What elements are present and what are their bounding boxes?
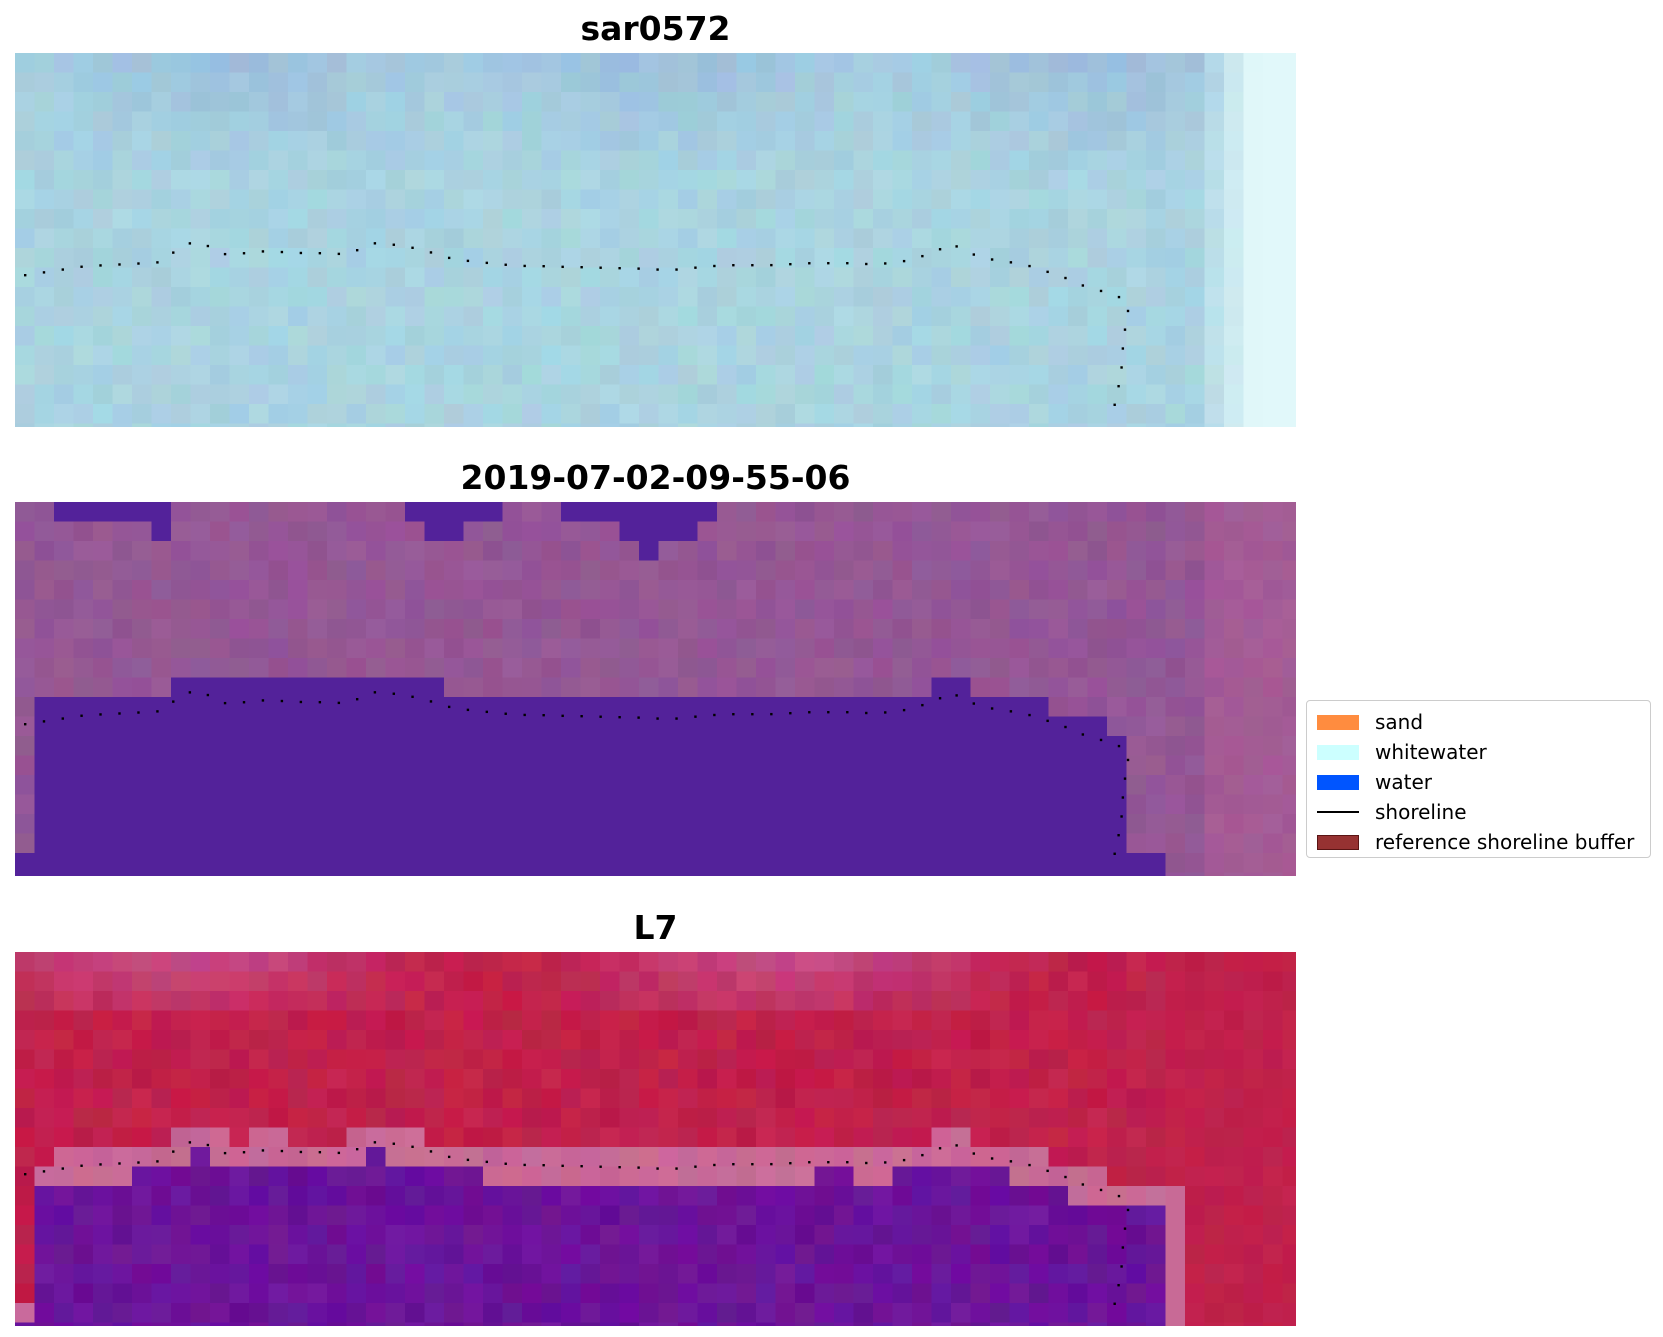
panel-title-date: 2019-07-02-09-55-06	[460, 458, 851, 497]
legend-swatch-sand	[1317, 714, 1359, 730]
rgb-image-panel	[15, 53, 1296, 427]
shoreline-points	[24, 1141, 1130, 1305]
legend-item-shoreline: shoreline	[1315, 797, 1642, 827]
legend-label-shoreline: shoreline	[1375, 800, 1467, 824]
legend: sand whitewater water shoreline referenc…	[1306, 700, 1651, 858]
classified-image-panel	[15, 502, 1296, 876]
legend-item-water: water	[1315, 767, 1642, 797]
panel-title-satellite: L7	[633, 908, 678, 947]
legend-swatch-whitewater	[1317, 744, 1359, 760]
rgb-image	[15, 53, 1296, 427]
legend-line-shoreline	[1317, 811, 1359, 813]
legend-label-water: water	[1375, 770, 1432, 794]
legend-label-sand: sand	[1375, 710, 1424, 734]
classified-image	[15, 502, 1296, 876]
index-image	[15, 952, 1296, 1326]
legend-swatch-water	[1317, 774, 1359, 790]
shoreline-points	[24, 242, 1130, 406]
legend-label-whitewater: whitewater	[1375, 740, 1487, 764]
panel-title-sar0572: sar0572	[580, 9, 731, 48]
legend-item-sand: sand	[1315, 707, 1642, 737]
legend-swatch-reference-buffer	[1317, 834, 1359, 850]
shoreline-points	[24, 691, 1130, 855]
legend-label-reference-buffer: reference shoreline buffer	[1375, 830, 1635, 854]
legend-item-whitewater: whitewater	[1315, 737, 1642, 767]
legend-item-reference-buffer: reference shoreline buffer	[1315, 827, 1642, 857]
index-image-panel	[15, 952, 1296, 1326]
